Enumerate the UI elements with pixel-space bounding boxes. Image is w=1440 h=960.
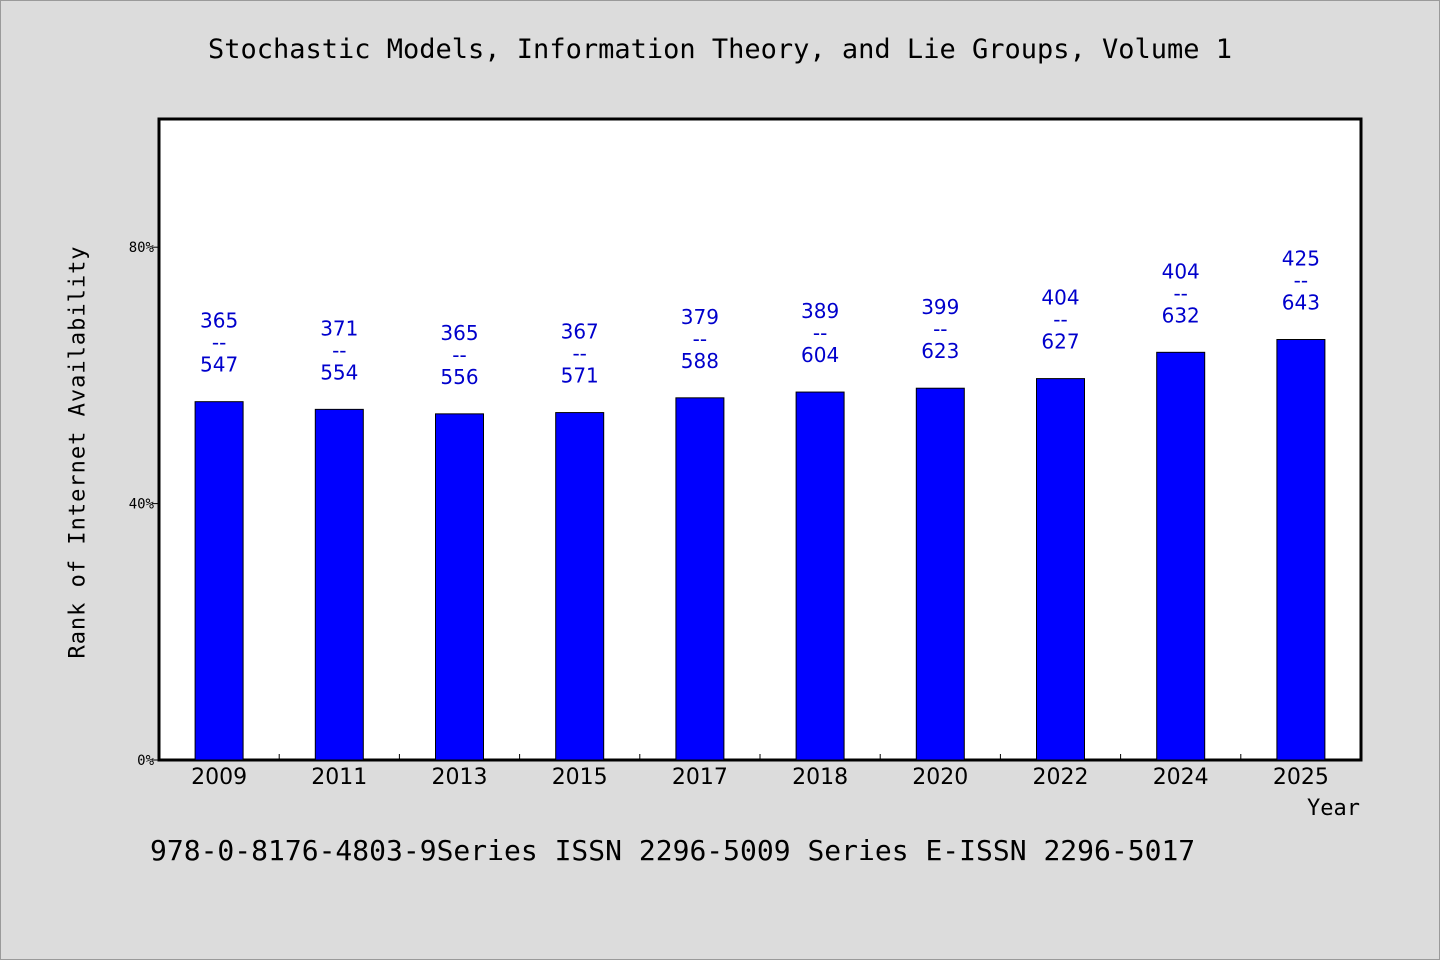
data-label-2025-1: -- [1294, 269, 1308, 293]
bar-2009 [194, 401, 244, 761]
data-label-2013-2: 556 [440, 365, 478, 389]
x-tick-label-2020: 2020 [912, 765, 968, 790]
x-tick-label-2011: 2011 [311, 765, 367, 790]
x-tick-label-2024: 2024 [1153, 765, 1209, 790]
x-tick-label-2018: 2018 [792, 765, 848, 790]
bar-2022 [1036, 378, 1085, 761]
data-label-2009-1: -- [212, 331, 226, 355]
isbn-footnote: 978-0-8176-4803-9Series ISSN 2296-5009 S… [150, 834, 1196, 867]
data-label-2022-2: 627 [1041, 330, 1079, 354]
bar-2020 [915, 387, 965, 761]
x-tick-label-2017: 2017 [672, 765, 728, 790]
x-tick-label-2013: 2013 [432, 765, 488, 790]
data-label-2011-2: 554 [320, 360, 358, 384]
data-label-2024-2: 632 [1162, 303, 1200, 327]
data-label-2022-1: -- [1053, 308, 1067, 332]
data-label-2011-0: 371 [320, 316, 358, 340]
data-label-2022-0: 404 [1041, 286, 1079, 310]
y-axis-label: Rank of Internet Availability [65, 245, 91, 659]
data-label-2018-0: 389 [801, 299, 839, 323]
data-label-2025-0: 425 [1282, 247, 1320, 271]
x-tick-label-2009: 2009 [191, 765, 247, 790]
axis-layer: 2009 2011 2013 2015 2017 2018 2020 2022 2024 2025… [129, 240, 1329, 790]
data-label-2009-0: 365 [200, 309, 238, 333]
x-tick-label-2025: 2025 [1273, 765, 1329, 790]
data-label-2024-1: -- [1173, 281, 1187, 305]
y-tick-label-0: 0% [137, 753, 154, 769]
bar-2018 [795, 391, 845, 761]
data-label-2024-0: 404 [1162, 259, 1200, 283]
chart-title: Stochastic Models, Information Theory, a… [207, 34, 1233, 65]
data-label-2015-1: -- [572, 342, 586, 366]
y-tick-label-40: 40% [129, 497, 155, 513]
data-label-2009-2: 547 [200, 353, 238, 377]
data-label-2025-2: 643 [1282, 291, 1320, 315]
x-tick-label-2015: 2015 [552, 765, 608, 790]
data-label-2017-1: -- [693, 327, 707, 351]
data-label-2020-1: -- [933, 317, 947, 341]
bars-layer [194, 339, 1326, 761]
data-label-2017-0: 379 [681, 305, 719, 329]
data-label-2015-2: 571 [561, 364, 599, 388]
data-labels-layer: 365--547371--554365--556367--571379--588… [200, 247, 1320, 389]
y-tick-label-80: 80% [129, 240, 155, 256]
bar-2024 [1156, 351, 1206, 761]
data-label-2011-1: -- [332, 338, 346, 362]
data-label-2020-0: 399 [921, 295, 959, 319]
data-label-2013-0: 365 [440, 321, 478, 345]
x-axis-label: Year [1307, 796, 1360, 821]
bar-2013 [435, 413, 484, 761]
data-label-2017-2: 588 [681, 349, 719, 373]
bar-2015 [555, 412, 605, 761]
data-label-2015-0: 367 [561, 320, 599, 344]
data-label-2020-2: 623 [921, 339, 959, 363]
bar-2025 [1276, 339, 1326, 761]
data-label-2018-1: -- [813, 321, 827, 345]
data-label-2013-1: -- [452, 343, 466, 367]
bar-2017 [675, 397, 725, 761]
bar-2011 [314, 408, 364, 761]
data-label-2018-2: 604 [801, 343, 839, 367]
x-tick-label-2022: 2022 [1033, 765, 1089, 790]
